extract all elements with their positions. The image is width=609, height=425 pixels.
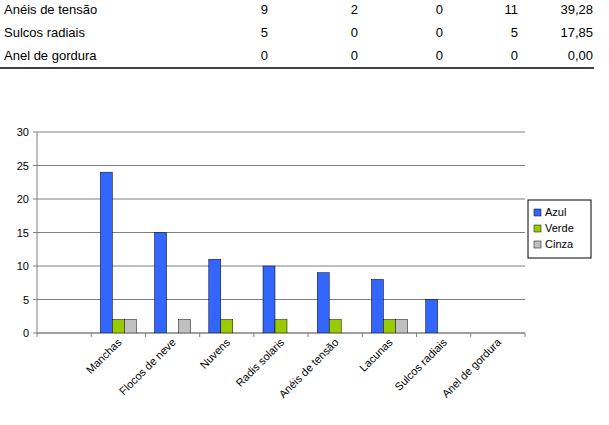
table-cell: 5 xyxy=(261,25,268,40)
y-tick-label: 5 xyxy=(23,294,29,306)
table-cell: 0 xyxy=(436,48,443,63)
table-cell: 17,85 xyxy=(560,25,593,40)
x-tick-label: Lacunas xyxy=(357,336,395,374)
y-tick xyxy=(33,299,37,300)
x-tick-label: Anel de gordura xyxy=(439,335,503,399)
bar xyxy=(317,273,329,333)
grid-line xyxy=(37,165,525,166)
x-tick xyxy=(37,333,38,337)
bar xyxy=(450,333,462,334)
x-tick-label: Radis solaris xyxy=(233,336,286,389)
x-tick-label: Sulcos radiais xyxy=(392,336,449,393)
chart: 0 5 10 15 20 25 30 ManchasFlocos de neve NuvensR… xyxy=(17,126,591,400)
table-cell: 0,00 xyxy=(568,48,593,63)
bar xyxy=(492,333,504,334)
legend-label: Cinza xyxy=(545,238,574,250)
table-cell: 5 xyxy=(511,25,518,40)
bar xyxy=(383,320,395,333)
legend-swatch xyxy=(534,225,541,232)
bar xyxy=(287,333,299,334)
x-tick xyxy=(470,333,471,337)
bar xyxy=(438,333,450,334)
bar xyxy=(426,300,438,334)
x-tick xyxy=(308,333,309,337)
legend-label: Verde xyxy=(545,222,574,234)
x-tick xyxy=(91,333,92,337)
x-tick-label: Flocos de neve xyxy=(117,336,178,397)
x-tick-label: Nuvens xyxy=(197,336,232,371)
table-rule xyxy=(0,67,594,69)
bar xyxy=(221,320,233,333)
bar xyxy=(504,333,516,334)
y-tick xyxy=(33,232,37,233)
bar xyxy=(100,172,112,333)
table-cell: 9 xyxy=(261,2,268,17)
table-cell: 0 xyxy=(511,48,518,63)
page: Anéis de tensão9201139,28Sulcos radiais5… xyxy=(0,0,609,425)
legend-swatch xyxy=(534,209,541,216)
root: Anéis de tensão9201139,28Sulcos radiais5… xyxy=(0,0,609,425)
table-cell: 11 xyxy=(505,2,519,17)
table: Anéis de tensão 9 2 0 11 39,28 Sulcos radiais 5… xyxy=(0,2,594,68)
bar xyxy=(155,233,167,334)
bars xyxy=(100,172,437,333)
y-tick-label: 10 xyxy=(17,260,29,272)
bar xyxy=(233,333,245,334)
bar xyxy=(179,320,191,333)
table-cell: 39,28 xyxy=(560,2,593,17)
bar xyxy=(209,259,221,333)
x-tick xyxy=(199,333,200,337)
bar xyxy=(329,320,341,333)
table-cell: 2 xyxy=(351,2,358,17)
legend: Azul Verde Cinza xyxy=(528,200,591,258)
x-tick xyxy=(253,333,254,337)
legend-swatch xyxy=(534,241,541,248)
legend-box xyxy=(528,200,591,258)
y-axis xyxy=(37,132,38,333)
table-cell: Anéis de tensão xyxy=(4,2,97,17)
bar xyxy=(480,333,492,334)
table-cell: 0 xyxy=(261,48,268,63)
y-tick-label: 0 xyxy=(23,327,29,339)
table-cell: 0 xyxy=(351,48,358,63)
y-tick-label: 30 xyxy=(17,126,29,138)
y-tick-label: 20 xyxy=(17,193,29,205)
bar xyxy=(275,320,287,333)
table-cell: 0 xyxy=(351,25,358,40)
y-tick xyxy=(33,132,37,133)
y-tick-label: 15 xyxy=(17,227,29,239)
x-tick xyxy=(416,333,417,337)
bar xyxy=(167,333,179,334)
table-cell: Sulcos radiais xyxy=(4,25,85,40)
y-tick xyxy=(33,266,37,267)
bar xyxy=(112,320,124,333)
x-tick xyxy=(525,333,526,337)
bar xyxy=(395,320,407,333)
x-tick-label: Anéis de tensão xyxy=(276,336,340,400)
table-cell: 0 xyxy=(436,2,443,17)
x-tick-label: Manchas xyxy=(84,336,124,376)
x-tick xyxy=(362,333,363,337)
bar xyxy=(124,320,136,333)
y-tick xyxy=(33,199,37,200)
grid-line xyxy=(37,132,525,133)
table-cell: 0 xyxy=(436,25,443,40)
y-tick-label: 25 xyxy=(17,160,29,172)
bar xyxy=(341,333,353,334)
x-tick xyxy=(145,333,146,337)
table-cell: Anel de gordura xyxy=(4,48,97,63)
y-tick xyxy=(33,333,37,334)
bar xyxy=(263,266,275,333)
legend-label: Azul xyxy=(545,206,566,218)
y-tick xyxy=(33,165,37,166)
bar xyxy=(371,279,383,333)
